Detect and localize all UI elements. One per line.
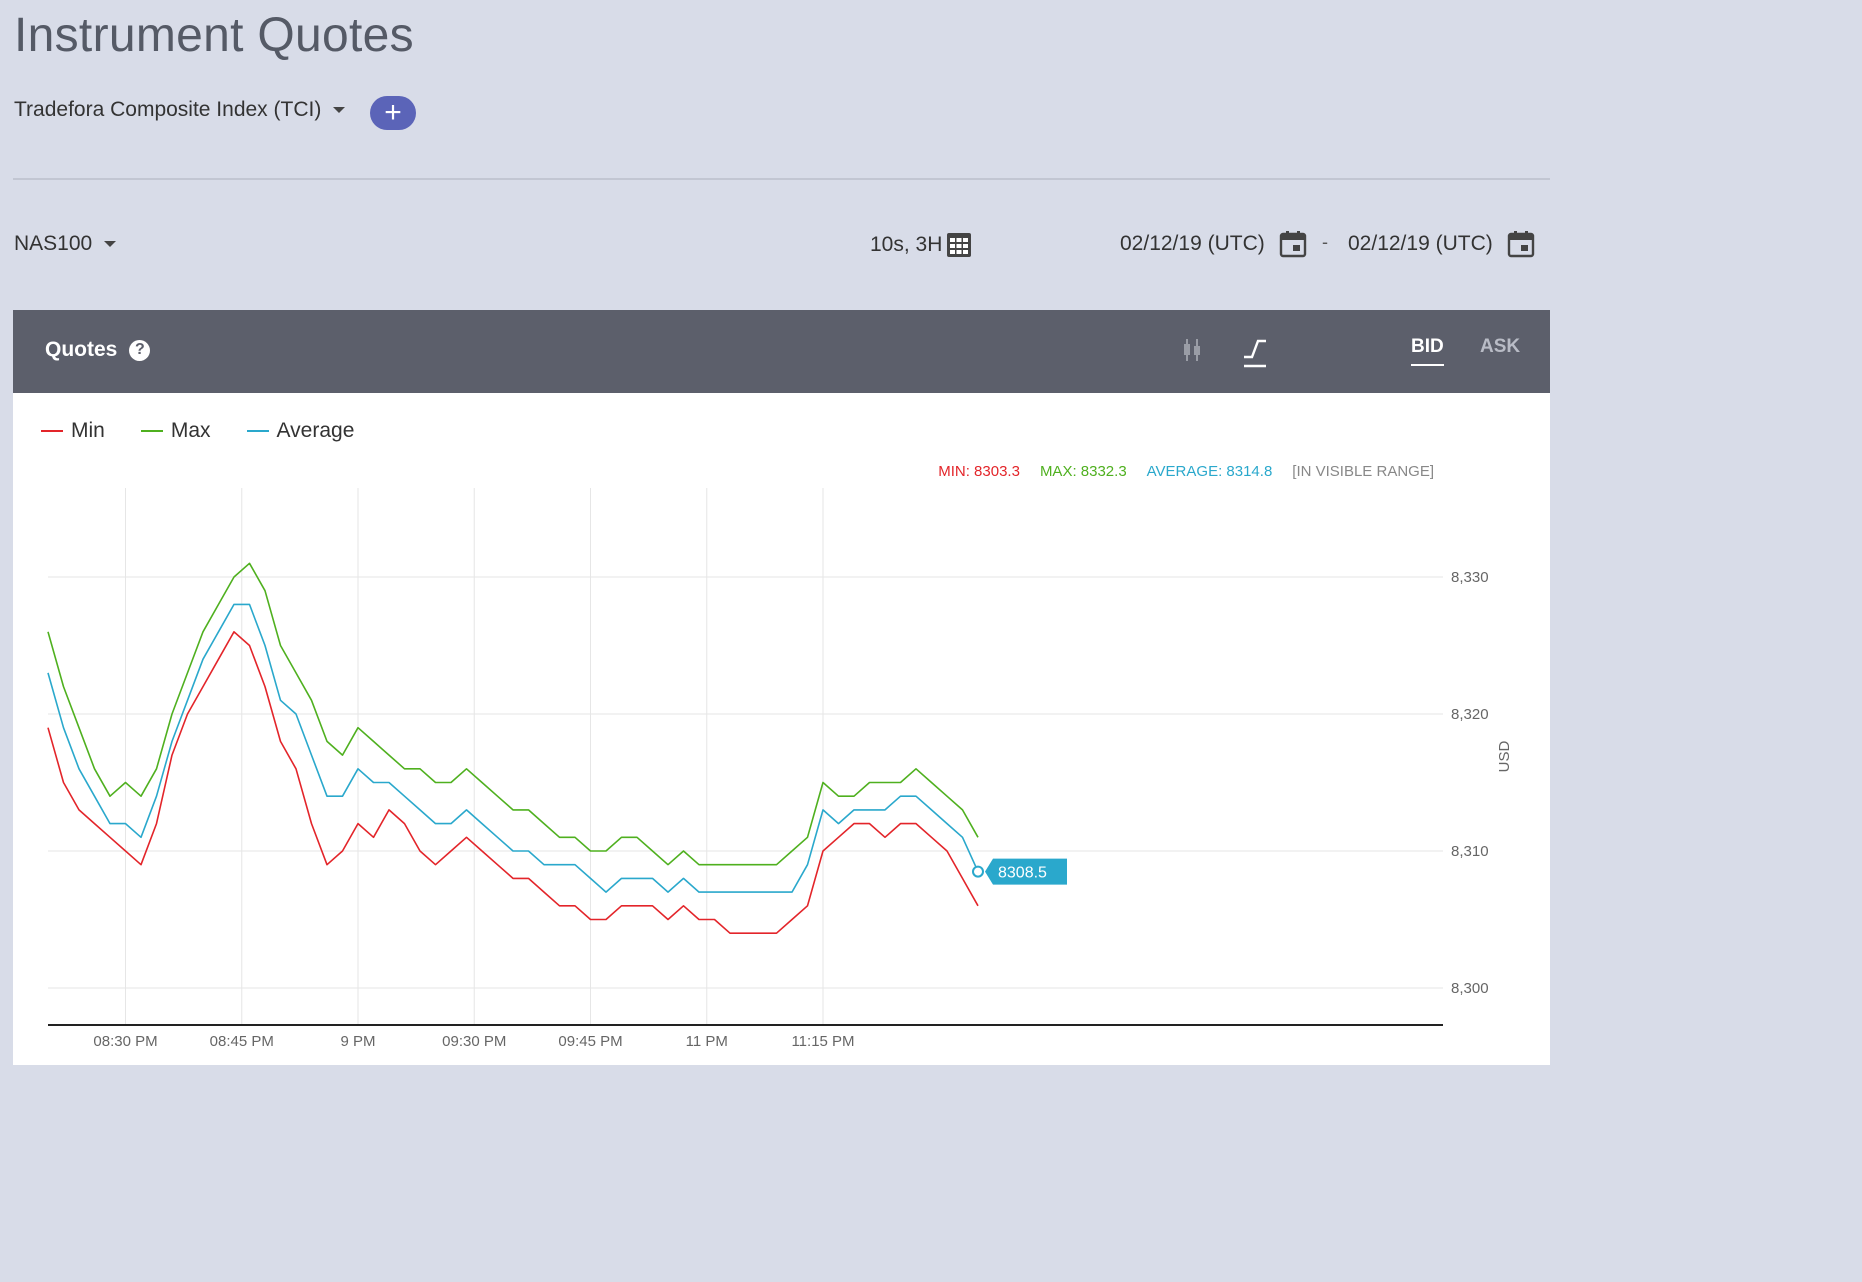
calendar-icon[interactable] [1279, 230, 1307, 258]
y-tick-label: 8,310 [1451, 843, 1489, 860]
legend-swatch-max [140, 430, 163, 432]
caret-down-icon [333, 107, 346, 113]
x-tick-label: 08:30 PM [93, 1033, 157, 1050]
stat-max: MAX: 8332.3 [1039, 463, 1127, 480]
panel-title: Quotes ? [45, 338, 151, 362]
stat-min: MIN: 8303.3 [938, 463, 1020, 480]
add-instrument-button[interactable]: + [370, 96, 416, 130]
last-value-label: 8308.5 [998, 865, 1047, 882]
legend-item-max[interactable]: Max [140, 419, 211, 443]
legend-item-min[interactable]: Min [41, 419, 105, 443]
series-line-max [47, 562, 979, 866]
instrument-label: Tradefora Composite Index (TCI) [14, 98, 322, 121]
tab-ask[interactable]: ASK [1480, 336, 1521, 357]
grid-calendar-icon [947, 233, 972, 257]
calendar-icon[interactable] [1507, 230, 1535, 258]
legend-swatch-average [246, 430, 269, 432]
quotes-chart-panel: Min Max Average MIN: 8303.3 MAX: 8332.3 … [13, 393, 1550, 1065]
x-tick-label: 9 PM [340, 1033, 375, 1050]
y-axis-label: USD [1496, 740, 1513, 772]
tab-bid[interactable]: BID [1411, 336, 1444, 366]
date-from[interactable]: 02/12/19 (UTC) [1120, 230, 1307, 258]
y-tick-label: 8,330 [1451, 569, 1489, 586]
x-tick-label: 08:45 PM [210, 1033, 274, 1050]
legend-label-average: Average [276, 419, 355, 442]
legend-swatch-min [41, 430, 63, 432]
y-tick-label: 8,300 [1451, 980, 1489, 997]
symbol-dropdown[interactable]: NAS100 [14, 232, 117, 256]
interval-label: 10s, 3H [870, 233, 943, 256]
legend-item-average[interactable]: Average [246, 419, 355, 443]
last-value-marker [972, 865, 984, 878]
line-chart-icon[interactable] [1241, 335, 1269, 369]
date-to[interactable]: 02/12/19 (UTC) [1348, 230, 1535, 258]
stat-range-note: [IN VISIBLE RANGE] [1292, 463, 1434, 480]
date-to-label: 02/12/19 (UTC) [1348, 232, 1493, 255]
chart-legend: Min Max Average [41, 419, 354, 443]
date-from-label: 02/12/19 (UTC) [1120, 232, 1265, 255]
caret-down-icon [104, 241, 117, 247]
panel-title-label: Quotes [45, 338, 118, 361]
legend-label-min: Min [71, 419, 105, 442]
quotes-line-chart[interactable]: 8,300 8,310 8,320 8,330 08:30 PM 08:45 PM 9 PM… [13, 393, 1550, 1065]
divider [13, 178, 1550, 180]
x-tick-label: 11 PM [686, 1033, 728, 1050]
x-tick-label: 11:15 PM [791, 1033, 854, 1050]
series-line-average [47, 603, 979, 893]
range-stats: MIN: 8303.3 MAX: 8332.3 AVERAGE: 8314.8 … [938, 463, 1434, 480]
symbol-label: NAS100 [14, 232, 93, 255]
page-title: Instrument Quotes [14, 9, 414, 62]
interval-selector[interactable]: 10s, 3H [870, 232, 972, 258]
help-icon[interactable]: ? [129, 339, 151, 361]
x-tick-label: 09:45 PM [558, 1033, 622, 1050]
candlestick-icon[interactable] [1181, 337, 1203, 363]
series-line-min [47, 631, 979, 935]
stat-average: AVERAGE: 8314.8 [1146, 463, 1273, 480]
instrument-dropdown[interactable]: Tradefora Composite Index (TCI) [14, 98, 346, 122]
quotes-panel-header: Quotes ? BID ASK [13, 310, 1550, 393]
legend-label-max: Max [170, 419, 211, 442]
date-separator: - [1322, 232, 1328, 252]
x-tick-label: 09:30 PM [442, 1033, 506, 1050]
y-tick-label: 8,320 [1451, 706, 1489, 723]
last-value-tag [985, 858, 1067, 885]
